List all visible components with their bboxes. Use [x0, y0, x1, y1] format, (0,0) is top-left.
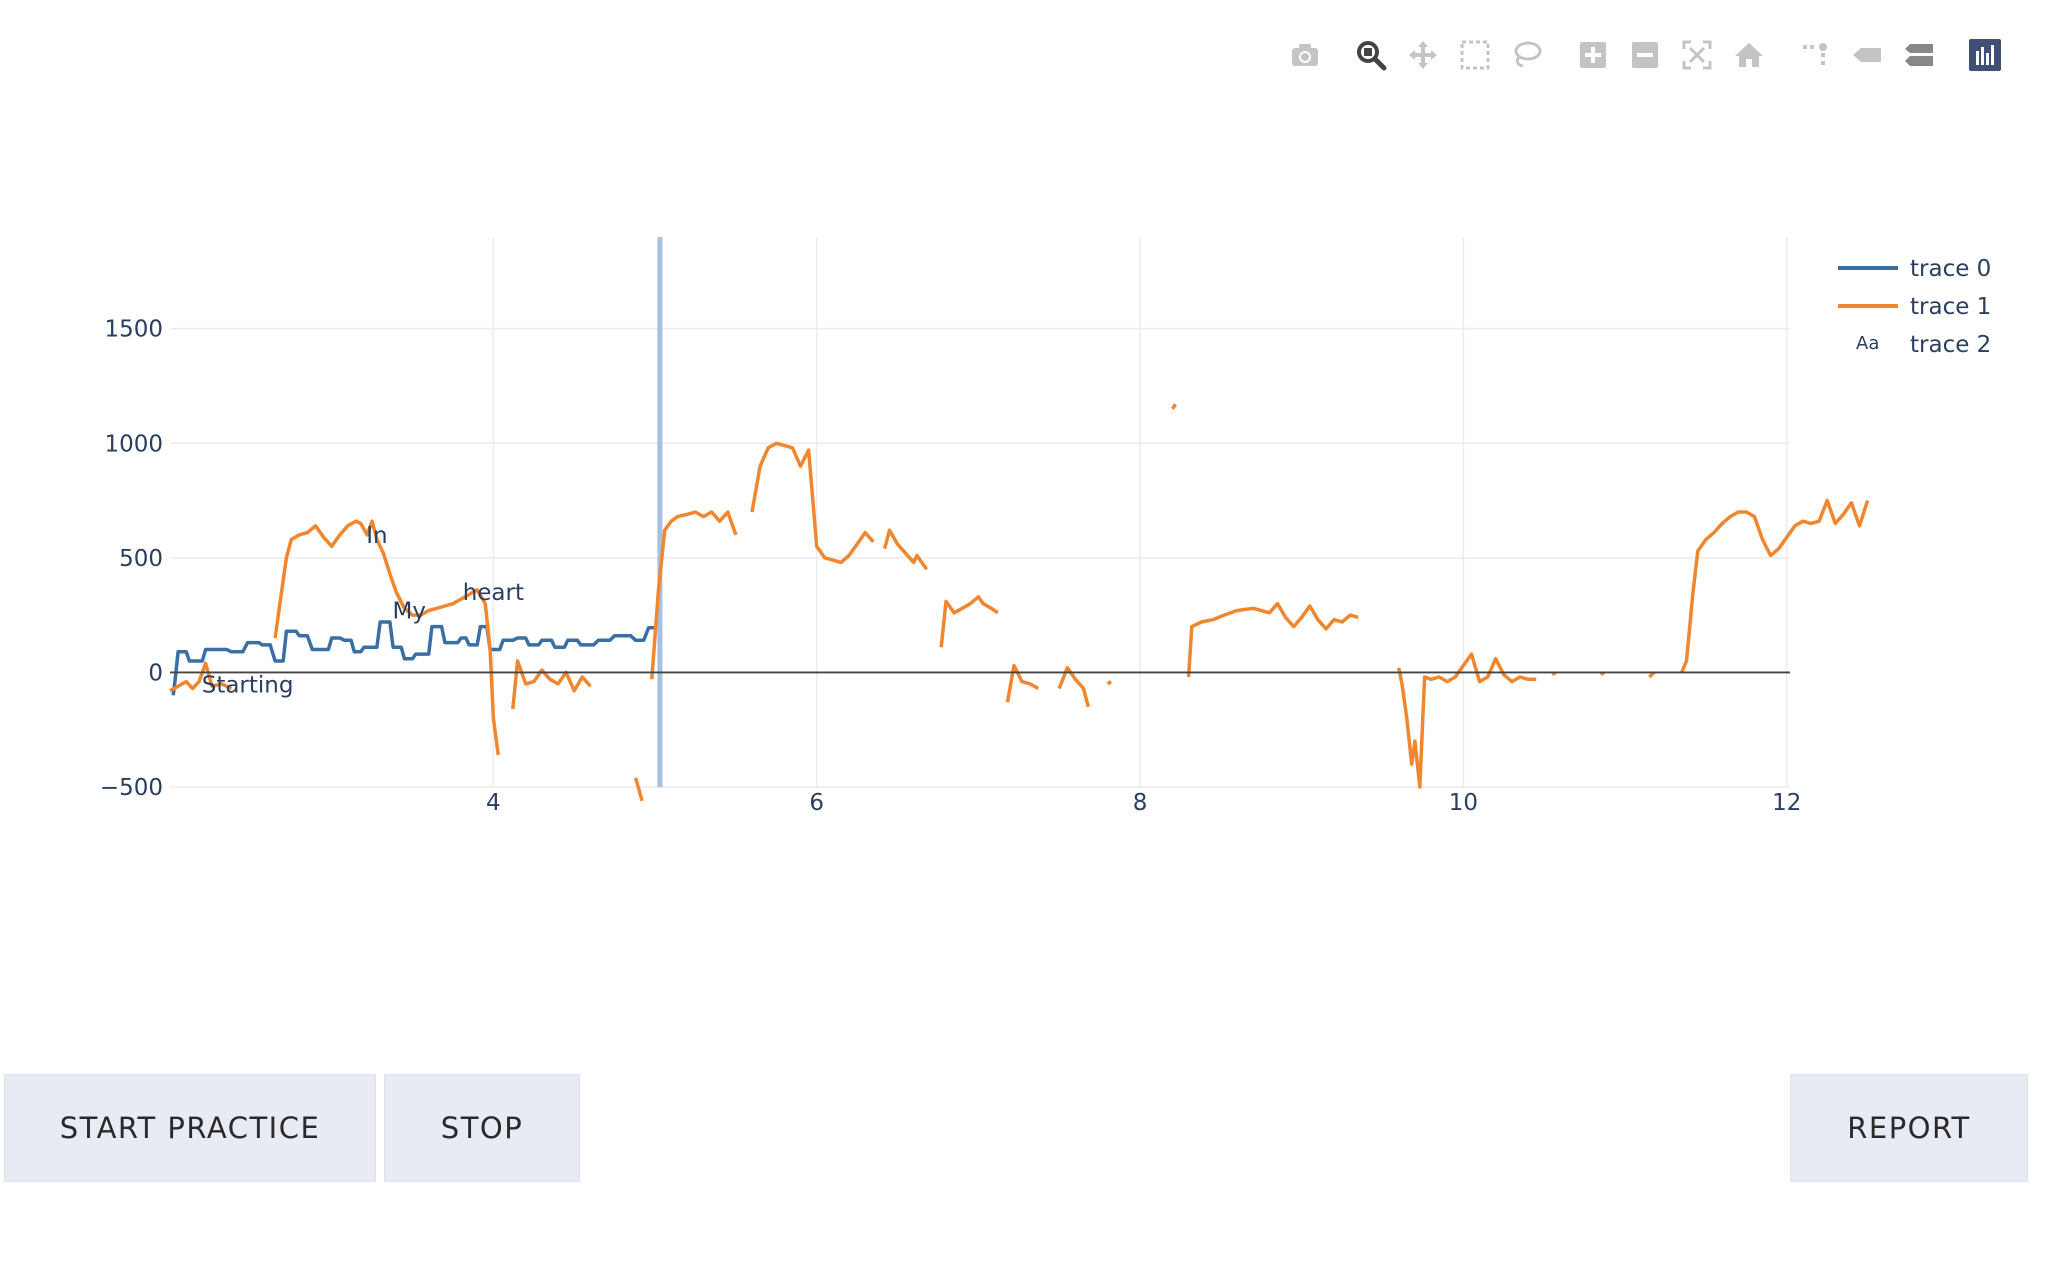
trace-2-text-0: Starting [202, 672, 294, 698]
legend-label-trace-0: trace 0 [1910, 256, 1991, 282]
legend-label-trace-2: trace 2 [1910, 332, 1991, 358]
lasso-icon[interactable] [1510, 38, 1544, 72]
trace-2-text-3: heart [463, 580, 524, 606]
trace-1-segment-6 [882, 528, 929, 571]
autoscale-icon[interactable] [1680, 38, 1714, 72]
modebar [1270, 38, 2002, 72]
stop-button[interactable]: STOP [384, 1074, 580, 1182]
legend-item-trace-2[interactable]: Aa trace 2 [1856, 332, 1991, 358]
zoom-out-icon[interactable] [1628, 38, 1662, 72]
modebar-group-hover [1798, 38, 1936, 72]
trace-1-series [169, 403, 1870, 802]
legend-item-trace-0[interactable]: trace 0 [1838, 256, 1991, 282]
x-tick-label-4: 4 [486, 790, 501, 816]
hover-compare-icon[interactable] [1902, 38, 1936, 72]
legend: trace 0 trace 1 Aa trace 2 [1838, 256, 1991, 358]
spike-lines-icon[interactable] [1798, 38, 1832, 72]
trace-2-text-1: In [366, 523, 387, 549]
legend-item-trace-1[interactable]: trace 1 [1838, 294, 1991, 320]
trace-1-segment-4 [650, 510, 738, 680]
modebar-group-logo [1968, 38, 2002, 72]
y-tick-label-500: 500 [119, 546, 163, 572]
modebar-group-export [1288, 38, 1322, 72]
modebar-group-zoom [1576, 38, 1766, 72]
legend-label-trace-1: trace 1 [1910, 294, 1991, 320]
zoom-in-icon[interactable] [1576, 38, 1610, 72]
box-select-icon[interactable] [1458, 38, 1492, 72]
reset-axes-icon[interactable] [1732, 38, 1766, 72]
start-practice-button[interactable]: START PRACTICE [4, 1074, 376, 1182]
x-axis-tick-labels: 4 6 8 10 12 [486, 790, 1801, 816]
trace-1-segment-7 [939, 595, 999, 648]
trace-1-segment-3 [633, 777, 644, 802]
plotly-logo-icon[interactable] [1968, 38, 2002, 72]
y-tick-label-1500: 1500 [104, 317, 163, 343]
trace-1-segment-2 [511, 659, 592, 710]
x-tick-label-6: 6 [809, 790, 824, 816]
modebar-group-drag [1354, 38, 1544, 72]
grid-lines [170, 237, 1790, 788]
legend-swatch-trace-2-text-icon: Aa [1856, 333, 1879, 354]
y-axis-tick-labels: −500 0 500 1000 1500 [100, 317, 163, 801]
trace-1-segment-5 [750, 441, 875, 565]
x-tick-label-12: 12 [1772, 790, 1801, 816]
trace-1-segment-11 [1170, 403, 1178, 410]
trace-1-segment-13 [1396, 652, 1537, 789]
report-button[interactable]: REPORT [1790, 1074, 2028, 1182]
x-tick-label-10: 10 [1449, 790, 1478, 816]
camera-icon[interactable] [1288, 38, 1322, 72]
zoom-icon[interactable] [1354, 38, 1388, 72]
x-tick-label-8: 8 [1133, 790, 1148, 816]
trace-1-segment-10 [1106, 680, 1113, 686]
pan-icon[interactable] [1406, 38, 1440, 72]
trace-1-segment-12 [1186, 601, 1359, 678]
trace-0-series [171, 620, 655, 696]
y-tick-label-0: 0 [148, 660, 163, 686]
trace-0-segment-0 [171, 620, 655, 696]
trace-1-segment-0 [169, 661, 233, 693]
y-tick-label-1000: 1000 [104, 431, 163, 457]
trace-1-segment-8 [1005, 663, 1040, 703]
trace-1-segment-17 [1680, 498, 1870, 674]
trace-2-text-points: Starting In My heart [202, 523, 524, 698]
trace-2-text-2: My [393, 599, 426, 625]
trace-1-segment-9 [1057, 666, 1090, 708]
trace-1-segment-1 [273, 519, 500, 756]
hover-closest-icon[interactable] [1850, 38, 1884, 72]
y-tick-label--500: −500 [100, 775, 163, 801]
